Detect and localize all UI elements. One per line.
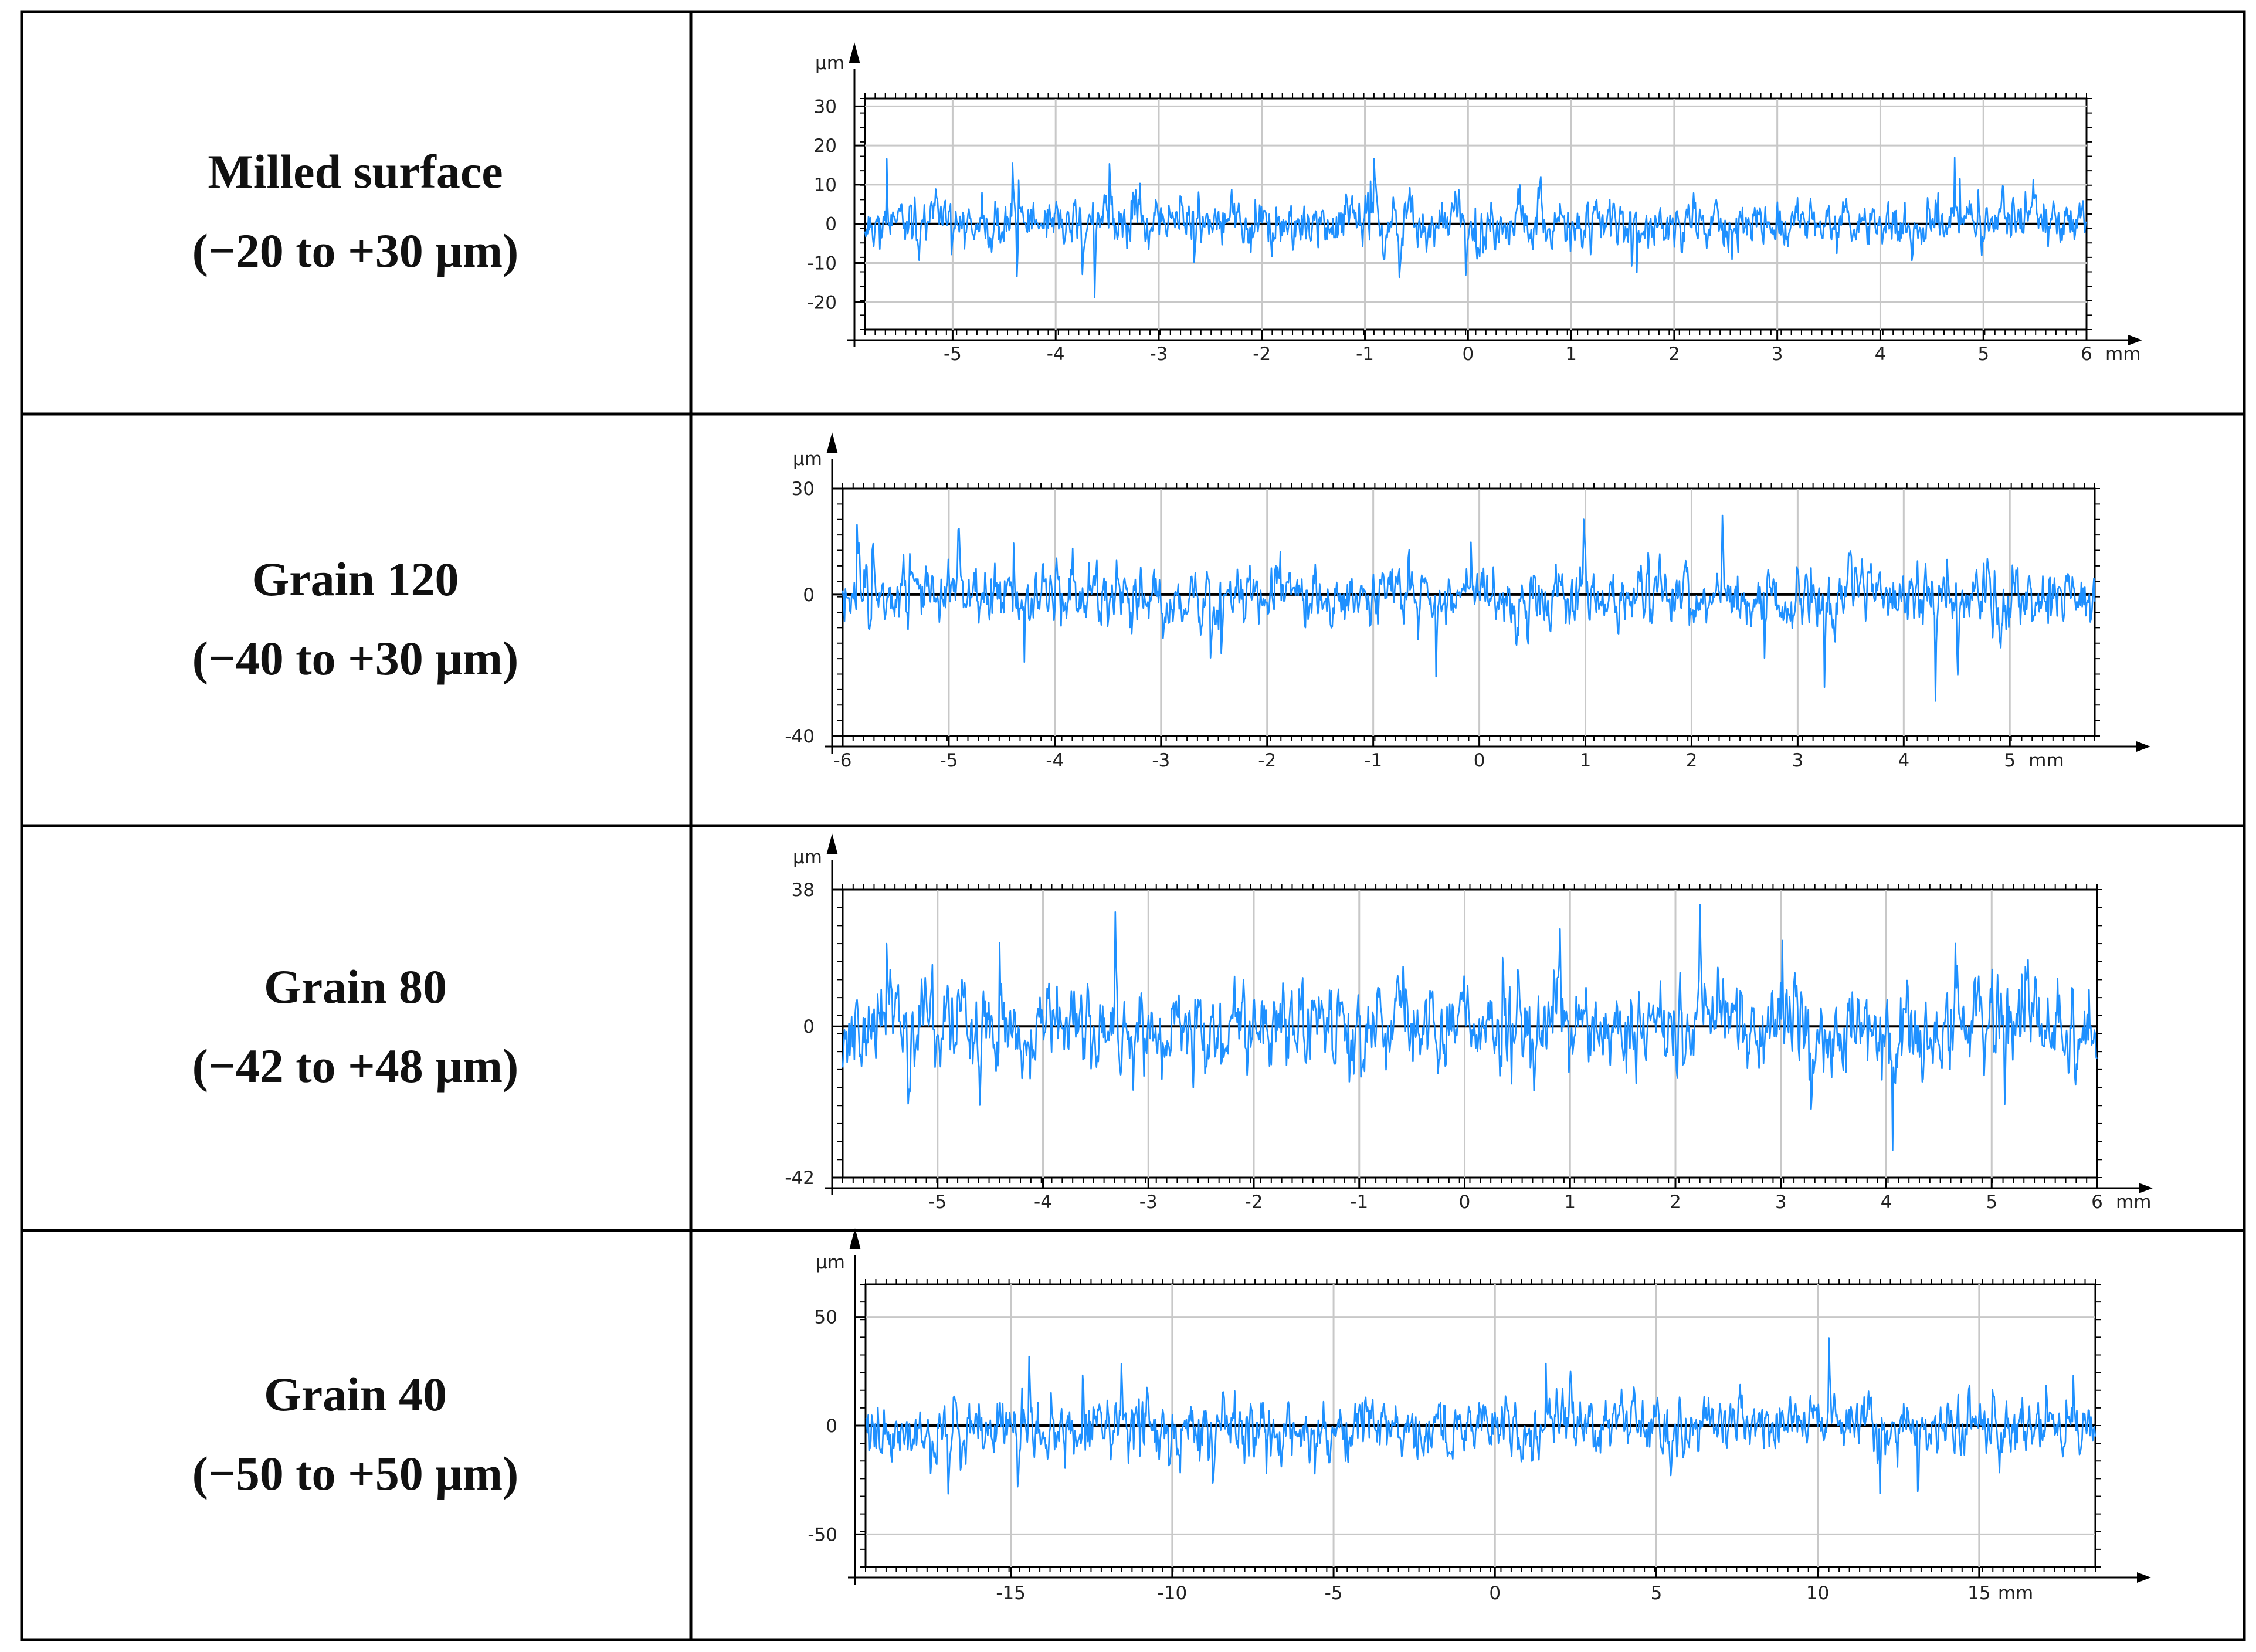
profile-chart-grain-80: -5 -4 -3 -2 -1 0 1 2 3 4 5 6 mm -42 0 38 μm bbox=[785, 833, 2153, 1213]
row-3-name: Grain 80 bbox=[264, 960, 447, 1013]
y-tick-label: -20 bbox=[807, 292, 837, 313]
row-4-range: (−50 to +50 μm) bbox=[192, 1447, 519, 1500]
x-tick-label: 5 bbox=[1977, 344, 1989, 365]
x-tick-label: -5 bbox=[1325, 1583, 1343, 1604]
y-tick-label: 50 bbox=[815, 1307, 837, 1328]
y-axis-arrow bbox=[826, 432, 838, 453]
x-unit-label: mm bbox=[1998, 1583, 2033, 1604]
y-tick-label: 30 bbox=[792, 479, 815, 500]
x-tick-label: -2 bbox=[1253, 344, 1271, 365]
x-tick-label: -5 bbox=[928, 1192, 946, 1213]
x-unit-label: mm bbox=[2116, 1192, 2151, 1213]
x-tick-label: -5 bbox=[944, 344, 962, 365]
x-axis-arrow bbox=[2128, 335, 2142, 345]
x-tick-label: 0 bbox=[1459, 1192, 1471, 1213]
y-tick-label: 0 bbox=[803, 585, 815, 606]
x-tick-label: -4 bbox=[1046, 750, 1064, 771]
x-tick-label: 6 bbox=[2091, 1192, 2103, 1213]
y-unit-label: μm bbox=[793, 847, 822, 868]
x-axis-arrow bbox=[2137, 1572, 2151, 1583]
x-tick-label: 0 bbox=[1489, 1583, 1501, 1604]
x-tick-label: -3 bbox=[1152, 750, 1170, 771]
y-unit-label: μm bbox=[816, 1252, 845, 1273]
profile-trace bbox=[842, 904, 2098, 1151]
x-tick-label: -5 bbox=[939, 750, 958, 771]
x-tick-label: 4 bbox=[1898, 750, 1909, 771]
plot-area bbox=[842, 487, 2096, 737]
y-axis-arrow bbox=[826, 833, 838, 854]
x-tick-label: 0 bbox=[1462, 344, 1474, 365]
x-tick-label: -3 bbox=[1150, 344, 1168, 365]
x-tick-label: -15 bbox=[996, 1583, 1026, 1604]
x-tick-label: 1 bbox=[1564, 1192, 1576, 1213]
x-tick-label: 0 bbox=[1474, 750, 1485, 771]
y-unit-label: μm bbox=[815, 53, 844, 74]
x-tick-label: -4 bbox=[1034, 1192, 1052, 1213]
x-tick-label: 1 bbox=[1580, 750, 1592, 771]
y-tick-label: 0 bbox=[825, 214, 837, 235]
y-axis-arrow bbox=[849, 42, 860, 63]
x-tick-label: -4 bbox=[1047, 344, 1065, 365]
y-tick-label: -10 bbox=[807, 253, 837, 274]
table-frame bbox=[20, 10, 2246, 1641]
x-tick-label: 2 bbox=[1686, 750, 1698, 771]
x-tick-label: 3 bbox=[1772, 344, 1783, 365]
x-tick-label: -2 bbox=[1258, 750, 1276, 771]
x-tick-label: 4 bbox=[1881, 1192, 1892, 1213]
x-axis-arrow bbox=[2136, 741, 2150, 752]
x-tick-label: -3 bbox=[1139, 1192, 1158, 1213]
x-tick-label: 1 bbox=[1565, 344, 1577, 365]
x-tick-label: 2 bbox=[1668, 344, 1680, 365]
y-tick-label: 0 bbox=[826, 1416, 837, 1437]
x-unit-label: mm bbox=[2028, 750, 2064, 771]
x-tick-label: -2 bbox=[1245, 1192, 1263, 1213]
y-tick-label: -42 bbox=[785, 1168, 815, 1189]
profile-trace bbox=[864, 157, 2087, 298]
y-tick-label: 30 bbox=[814, 96, 837, 117]
y-tick-label: 0 bbox=[803, 1016, 815, 1037]
x-tick-label: -6 bbox=[834, 750, 852, 771]
row-1-name: Milled surface bbox=[208, 145, 503, 198]
y-tick-label: -40 bbox=[785, 726, 815, 747]
y-unit-label: μm bbox=[793, 449, 822, 470]
x-tick-label: 2 bbox=[1670, 1192, 1681, 1213]
x-tick-label: 5 bbox=[1651, 1583, 1663, 1604]
row-4-name: Grain 40 bbox=[264, 1368, 447, 1421]
y-axis-arrow bbox=[849, 1228, 861, 1249]
x-unit-label: mm bbox=[2105, 344, 2140, 365]
x-tick-label: 5 bbox=[2004, 750, 2016, 771]
x-tick-label: 5 bbox=[1986, 1192, 1997, 1213]
row-3-range: (−42 to +48 μm) bbox=[192, 1039, 519, 1093]
y-tick-label: 20 bbox=[814, 135, 837, 157]
row-1-range: (−20 to +30 μm) bbox=[192, 224, 519, 277]
row-2-range: (−40 to +30 μm) bbox=[192, 632, 519, 685]
y-tick-label: 10 bbox=[814, 175, 837, 196]
x-tick-label: 10 bbox=[1806, 1583, 1829, 1604]
x-tick-label: 3 bbox=[1775, 1192, 1787, 1213]
x-axis-arrow bbox=[2139, 1183, 2153, 1193]
profile-trace bbox=[842, 514, 2096, 702]
x-tick-label: 6 bbox=[2081, 344, 2092, 365]
x-tick-label: -1 bbox=[1356, 344, 1374, 365]
row-2-name: Grain 120 bbox=[252, 552, 459, 606]
x-tick-label: -1 bbox=[1364, 750, 1382, 771]
row-labels: Milled surface (−20 to +30 μm) Grain 120… bbox=[192, 145, 519, 1500]
x-tick-label: -10 bbox=[1158, 1583, 1188, 1604]
x-tick-label: 15 bbox=[1967, 1583, 1990, 1604]
y-tick-label: 38 bbox=[792, 880, 815, 901]
x-tick-label: 4 bbox=[1875, 344, 1887, 365]
x-tick-label: -1 bbox=[1350, 1192, 1368, 1213]
profile-chart-grain-120: -6 -5 -4 -3 -2 -1 0 1 2 3 4 5 mm -40 0 30 μm bbox=[785, 432, 2150, 771]
x-tick-label: 3 bbox=[1792, 750, 1804, 771]
profile-trace bbox=[865, 1337, 2096, 1495]
y-tick-label: -50 bbox=[808, 1524, 837, 1545]
